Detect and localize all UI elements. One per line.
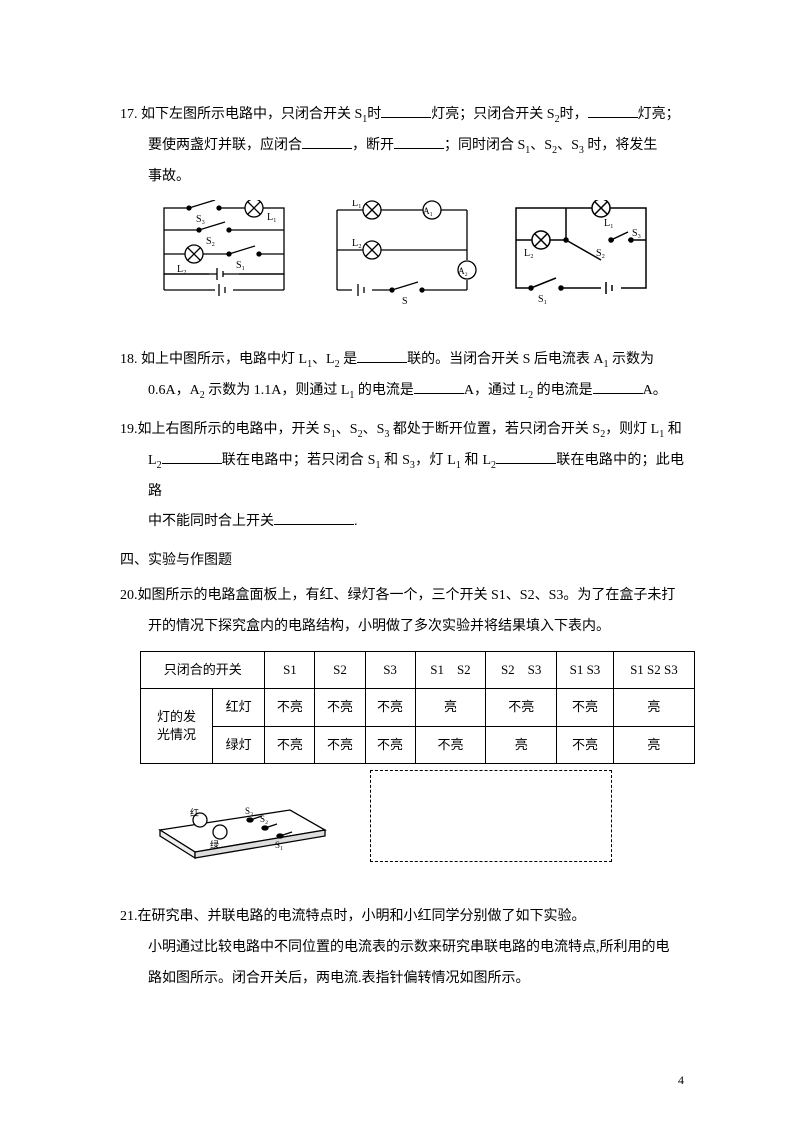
question-19: 19.如上右图所示的电路中，开关 S1、S2、S3 都处于断开位置，若只闭合开关… xyxy=(120,415,684,538)
blank[interactable] xyxy=(496,449,556,464)
circuit-box-illustration: 红 绿 S₃ S₂ S₁ xyxy=(150,770,330,860)
table-row: 绿灯 不亮 不亮 不亮 不亮 亮 不亮 亮 xyxy=(141,726,695,764)
q20-num: 20. xyxy=(120,588,138,603)
page-number: 4 xyxy=(678,1067,684,1093)
q18-num: 18. xyxy=(120,352,138,367)
svg-text:L₂: L₂ xyxy=(524,248,534,259)
q20-figures: 红 绿 S₃ S₂ S₁ xyxy=(150,770,684,862)
svg-text:绿: 绿 xyxy=(210,839,219,850)
svg-text:S₃: S₃ xyxy=(245,806,253,816)
svg-text:S₁: S₁ xyxy=(275,840,283,850)
blank[interactable] xyxy=(357,348,407,363)
svg-text:S: S xyxy=(402,296,408,305)
svg-text:S₃: S₃ xyxy=(196,214,205,225)
q21-num: 21. xyxy=(120,909,138,924)
experiment-table: 只闭合的开关 S1 S2 S3 S1 S2 S2 S3 S1 S3 S1 S2 … xyxy=(140,651,695,765)
circuit-figures: S₃ L₁ S₂ S₁ L₂ xyxy=(120,200,684,305)
svg-text:S₁: S₁ xyxy=(236,260,245,271)
svg-text:A₂: A₂ xyxy=(458,266,468,276)
svg-text:L₂: L₂ xyxy=(352,238,362,249)
blank[interactable] xyxy=(162,449,222,464)
svg-text:红: 红 xyxy=(190,807,199,818)
table-row: 只闭合的开关 S1 S2 S3 S1 S2 S2 S3 S1 S3 S1 S2 … xyxy=(141,651,695,689)
question-21: 21.在研究串、并联电路的电流特点时，小明和小红同学分别做了如下实验。 小明通过… xyxy=(120,902,684,994)
svg-text:S₂: S₂ xyxy=(260,814,268,824)
question-20: 20.如图所示的电路盒面板上，有红、绿灯各一个，三个开关 S1、S2、S3。为了… xyxy=(120,581,684,643)
circuit-1: S₃ L₁ S₂ S₁ L₂ xyxy=(149,200,299,305)
blank[interactable] xyxy=(588,103,638,118)
blank[interactable] xyxy=(593,379,643,394)
section-4-title: 四、实验与作图题 xyxy=(120,546,684,577)
blank[interactable] xyxy=(414,379,464,394)
svg-text:S₃: S₃ xyxy=(632,228,641,239)
svg-text:A₁: A₁ xyxy=(423,206,433,216)
q19-num: 19. xyxy=(120,422,138,437)
svg-text:L₁: L₁ xyxy=(352,200,362,209)
svg-text:L₁: L₁ xyxy=(604,218,614,229)
svg-text:S₂: S₂ xyxy=(596,248,605,259)
question-17: 17. 如下左图所示电路中，只闭合开关 S1时灯亮；只闭合开关 S2时，灯亮； … xyxy=(120,100,684,192)
blank[interactable] xyxy=(394,134,444,149)
blank[interactable] xyxy=(302,134,352,149)
svg-text:L₁: L₁ xyxy=(267,212,277,223)
question-18: 18. 如上中图所示，电路中灯 L1、L2 是联的。当闭合开关 S 后电流表 A… xyxy=(120,345,684,407)
svg-text:L₂: L₂ xyxy=(177,264,187,275)
circuit-2: L₁ A₁ L₂ A₂ S xyxy=(322,200,482,305)
table-row: 灯的发 光情况 红灯 不亮 不亮 不亮 亮 不亮 不亮 亮 xyxy=(141,689,695,727)
svg-text:S₁: S₁ xyxy=(538,294,547,305)
circuit-3: L₁ L₂ S₃ S₂ S₁ xyxy=(506,200,656,305)
blank[interactable] xyxy=(274,510,354,525)
blank[interactable] xyxy=(381,103,431,118)
svg-text:S₂: S₂ xyxy=(206,236,215,247)
answer-box[interactable] xyxy=(370,770,612,862)
q17-num: 17. xyxy=(120,107,138,122)
